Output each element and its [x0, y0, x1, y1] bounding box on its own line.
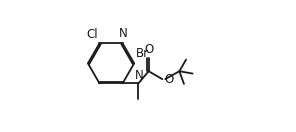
Text: N: N [119, 27, 128, 40]
Text: Br: Br [136, 47, 149, 60]
Text: N: N [135, 69, 144, 82]
Text: O: O [164, 73, 173, 86]
Text: O: O [144, 43, 153, 56]
Text: Cl: Cl [86, 28, 97, 41]
